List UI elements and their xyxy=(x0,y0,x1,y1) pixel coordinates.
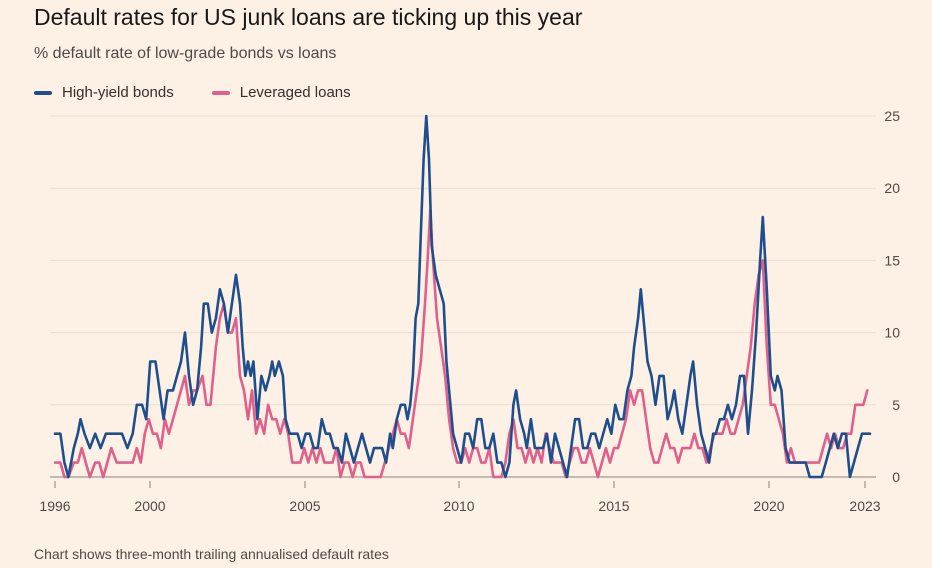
y-tick-label: 0 xyxy=(892,469,900,485)
legend-label-high-yield-bonds: High-yield bonds xyxy=(62,84,174,101)
legend: High-yield bonds Leveraged loans xyxy=(34,84,389,101)
y-tick-label: 15 xyxy=(884,252,900,268)
legend-swatch-high-yield-bonds xyxy=(34,90,52,95)
x-tick-label: 2010 xyxy=(443,498,474,514)
series-lines xyxy=(53,114,872,479)
series-line-high-yield-bonds xyxy=(53,114,872,479)
x-tick-label: 2015 xyxy=(598,498,629,514)
legend-label-leveraged-loans: Leveraged loans xyxy=(239,84,351,101)
legend-item-leveraged-loans: Leveraged loans xyxy=(211,84,351,101)
series-line-leveraged-loans xyxy=(53,208,869,479)
x-tick-label: 2020 xyxy=(753,498,784,514)
x-tick-label: 2000 xyxy=(134,498,165,514)
legend-item-high-yield-bonds: High-yield bonds xyxy=(34,84,174,101)
y-tick-label: 20 xyxy=(884,180,900,196)
x-tick-label: 2023 xyxy=(849,498,880,514)
chart-footnote: Chart shows three-month trailing annuali… xyxy=(34,546,389,562)
y-tick-label: 5 xyxy=(892,397,900,413)
gridlines xyxy=(50,115,876,478)
legend-swatch-leveraged-loans xyxy=(211,90,230,95)
y-axis: 0 5 10 15 20 25 xyxy=(884,108,900,485)
chart-title: Default rates for US junk loans are tick… xyxy=(34,4,583,30)
x-tick-label: 1996 xyxy=(39,498,70,514)
y-tick-label: 10 xyxy=(884,325,900,341)
chart-subtitle: % default rate of low-grade bonds vs loa… xyxy=(34,45,337,62)
y-tick-label: 25 xyxy=(884,108,900,124)
x-axis: 1996 2000 2005 2010 2015 2020 2023 xyxy=(39,481,881,514)
x-tick-label: 2005 xyxy=(289,498,320,514)
